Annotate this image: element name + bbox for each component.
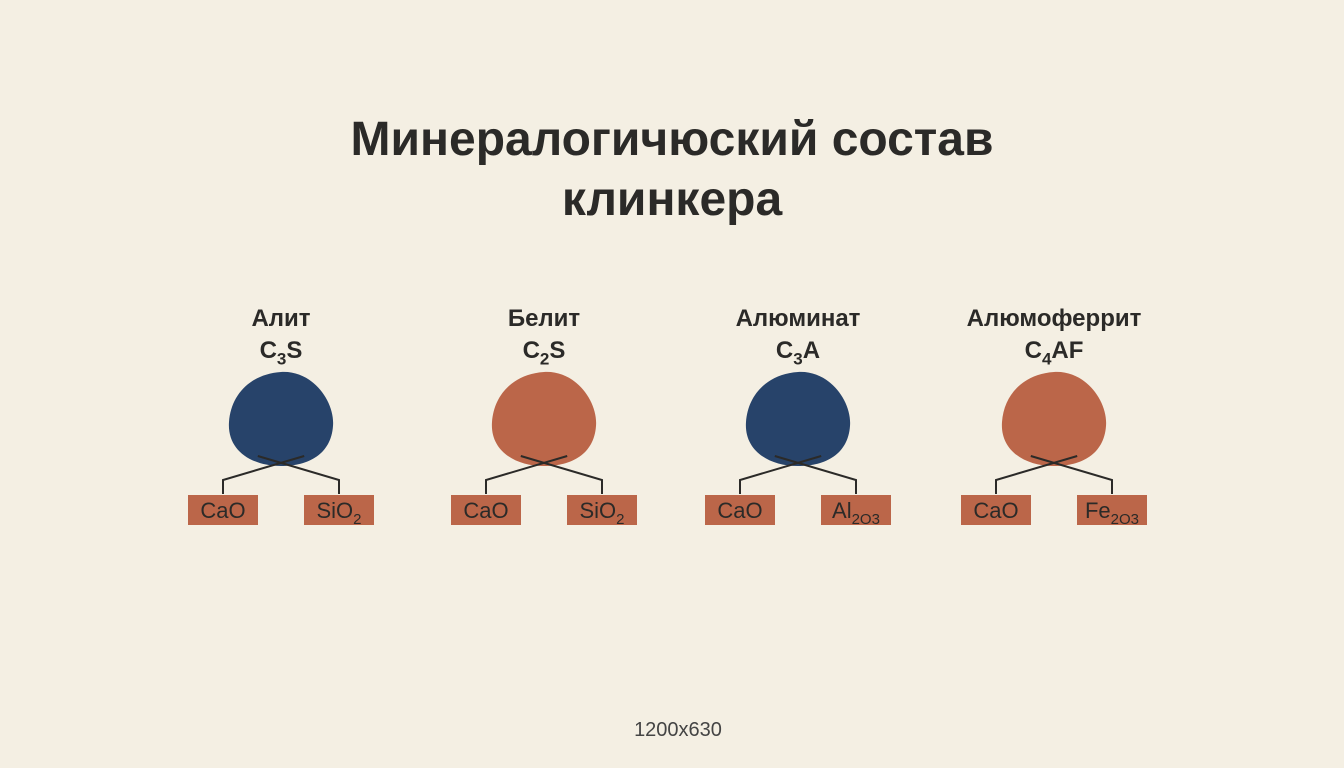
subscript: 2O3 <box>852 511 880 528</box>
component-box <box>304 495 374 525</box>
component-box <box>567 495 637 525</box>
component-box <box>705 495 775 525</box>
mineral-name: Алюминат <box>736 305 861 332</box>
connector <box>774 455 857 494</box>
footer: 1200x630 <box>634 719 722 741</box>
connector <box>739 455 822 494</box>
formula-text: AF <box>1051 337 1083 364</box>
formula-text: CaO <box>973 498 1018 523</box>
component-label: CaO <box>200 498 245 523</box>
component-box <box>1077 495 1147 525</box>
component-label: CaO <box>973 498 1018 523</box>
mineral-formula: C4AF <box>1025 337 1084 369</box>
subscript: 2 <box>540 350 549 369</box>
formula-text: S <box>286 337 302 364</box>
component-box <box>188 495 258 525</box>
subscript: 2O3 <box>1111 511 1139 528</box>
connector <box>520 455 603 494</box>
formula-text: C <box>260 337 277 364</box>
mineral-formula: C3A <box>776 337 820 369</box>
component-box <box>961 495 1031 525</box>
title: Минералогичюский состав клинкера <box>350 113 994 226</box>
subscript: 3 <box>793 350 802 369</box>
component-label: SiO2 <box>579 498 624 528</box>
formula-text: CaO <box>200 498 245 523</box>
mineral-blob <box>491 371 597 466</box>
subscript: 2 <box>616 511 624 528</box>
mineral-blob <box>1001 371 1107 466</box>
formula-text: Fe <box>1085 498 1111 523</box>
formula-text: Al <box>832 498 852 523</box>
formula-text: CaO <box>717 498 762 523</box>
component-label: Al2O3 <box>832 498 880 528</box>
formula-text: C <box>523 337 540 364</box>
subscript: 4 <box>1042 350 1052 369</box>
component-box <box>821 495 891 525</box>
formula-text: S <box>549 337 565 364</box>
connector <box>222 455 305 494</box>
formula-text: C <box>776 337 793 364</box>
component-box <box>451 495 521 525</box>
connector <box>485 455 568 494</box>
subscript: 3 <box>277 350 286 369</box>
connector <box>995 455 1078 494</box>
mineral-blob <box>228 371 334 466</box>
connector <box>1030 455 1113 494</box>
component-label: Fe2O3 <box>1085 498 1139 528</box>
mineral-name: Белит <box>508 305 581 332</box>
mineral-name: Алюмоферрит <box>967 305 1142 332</box>
subscript: 2 <box>353 511 361 528</box>
mineral-formula: C3S <box>260 337 303 369</box>
component-label: SiO2 <box>316 498 361 528</box>
connector <box>257 455 340 494</box>
mineral-blob <box>745 371 851 466</box>
component-label: CaO <box>717 498 762 523</box>
formula-text: SiO <box>316 498 353 523</box>
formula-text: C <box>1025 337 1042 364</box>
mineral-formula: C2S <box>523 337 566 369</box>
component-label: CaO <box>463 498 508 523</box>
formula-text: CaO <box>463 498 508 523</box>
mineral-name: Алит <box>251 305 310 332</box>
formula-text: SiO <box>579 498 616 523</box>
title-box: Минералогичюский состав клинкера <box>350 113 994 226</box>
formula-text: A <box>803 337 820 364</box>
